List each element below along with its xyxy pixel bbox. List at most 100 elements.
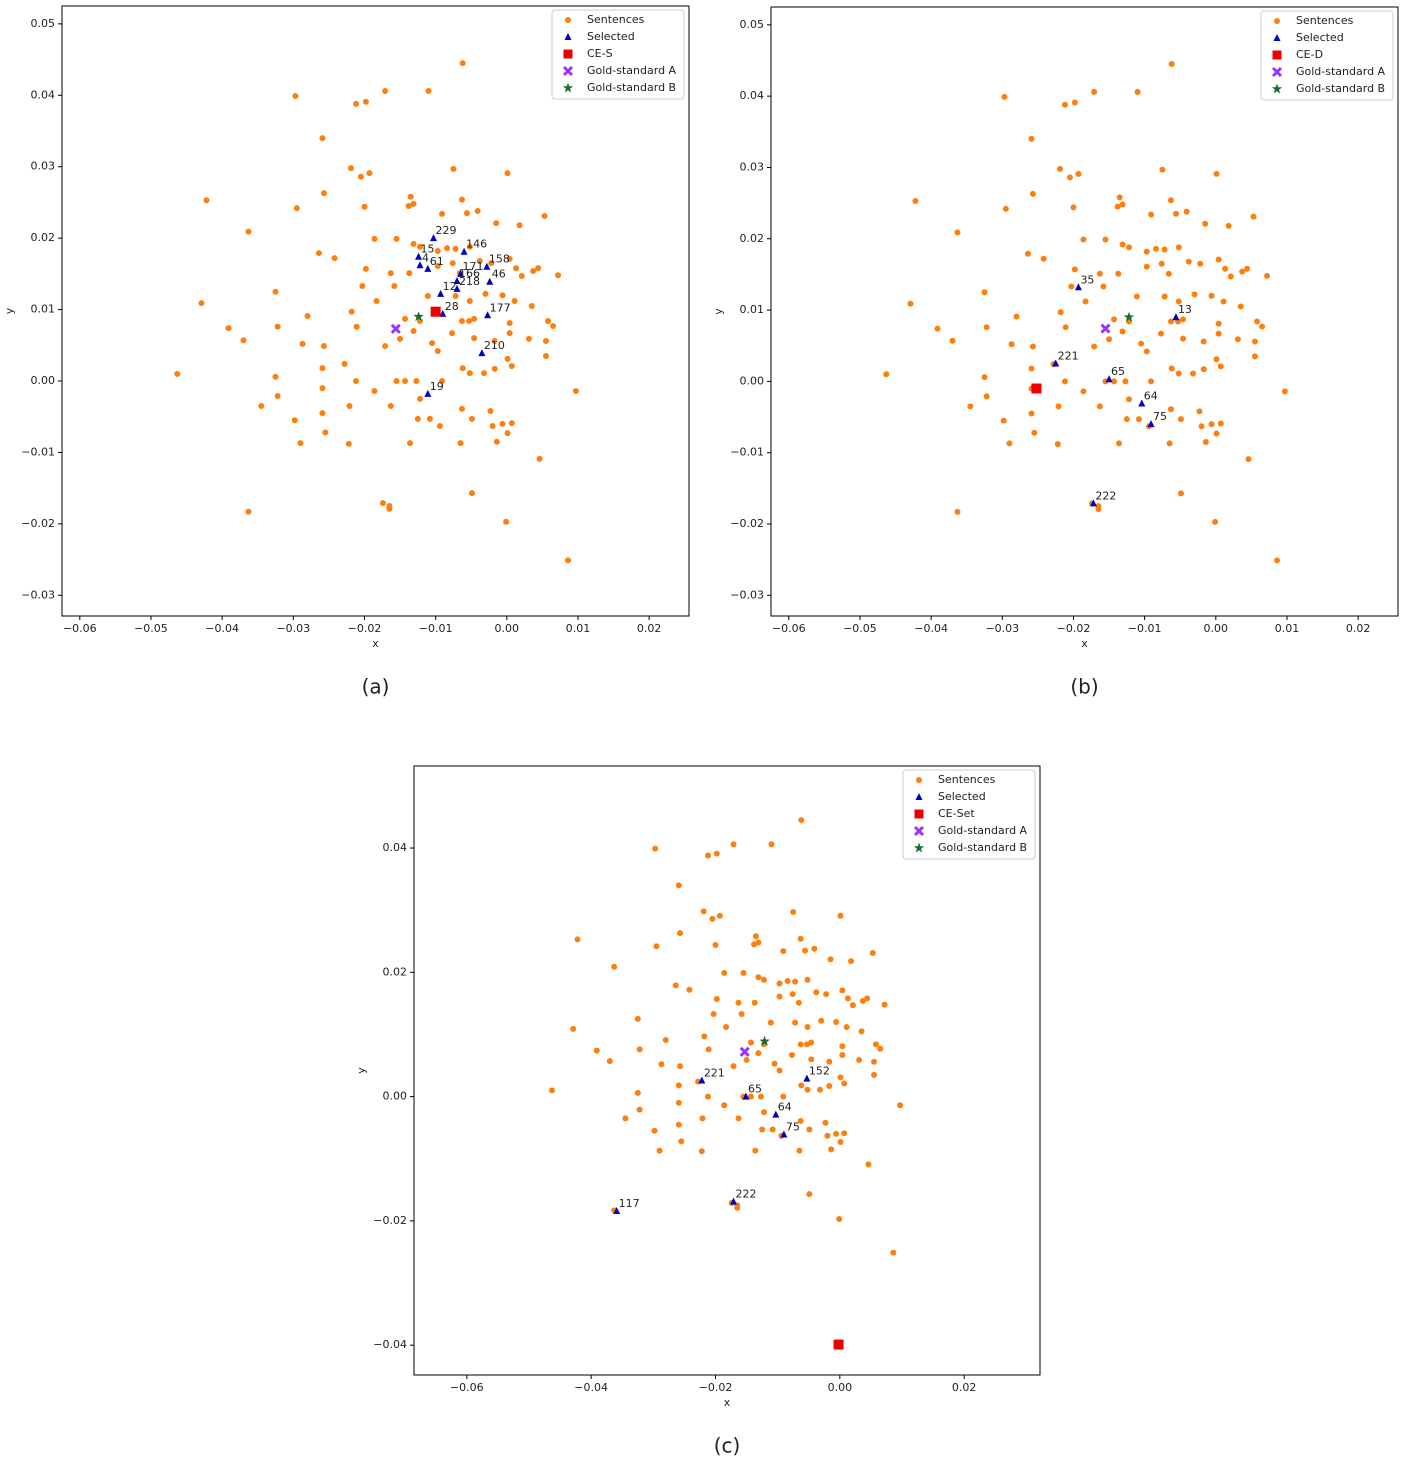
ce-point [833,1339,844,1350]
sentence-point [1071,99,1078,106]
sentence-point [1244,265,1251,272]
x-tick-label: 0.00 [1204,622,1229,635]
sentence-point [827,956,834,963]
legend-label: CE-D [1296,48,1323,61]
sentence-point [797,935,804,942]
y-tick-label: −0.04 [373,1338,407,1351]
point-label: 166 [459,267,480,280]
sentence-point [1177,490,1184,497]
x-axis-label: x [724,1396,731,1409]
sentence-point [425,88,432,94]
sentence-point [713,996,720,1003]
sentence-point [489,423,496,429]
x-tick-label: 0.01 [1275,622,1300,635]
sentence-point [466,298,473,304]
sentence-point [471,335,478,342]
sentence-point [656,1147,663,1154]
y-tick-label: 0.02 [383,965,408,978]
gold-a-point [390,323,401,334]
x-tick-label: −0.02 [348,622,382,635]
sentence-point [740,969,747,976]
sentence-point [174,370,181,377]
sentence-point [1119,328,1126,335]
x-tick-label: 0.02 [637,622,662,635]
point-label: 229 [436,224,457,237]
point-label: 61 [430,255,444,268]
sentence-point [1180,316,1187,323]
point-label: 152 [809,1065,830,1078]
sentence-point [949,337,956,344]
sentence-point [468,415,475,422]
sentence-point [297,440,304,447]
selected-point [1089,499,1097,507]
point-label: 65 [748,1083,762,1096]
sentence-point [458,196,465,203]
sentence-point [315,250,322,257]
sentence-point [1028,410,1035,417]
selected-point [803,1074,811,1082]
sentence-point [1175,244,1182,251]
sentence-point [1251,338,1258,345]
sentence-point [1167,197,1174,204]
legend-label: Sentences [587,13,645,26]
sentence-point [752,1147,759,1154]
sentence-point [518,273,525,279]
sentence-point [1075,170,1082,177]
sentence-point [981,374,988,381]
sentence-point [516,222,523,229]
sentence-point [410,240,417,247]
sentence-point [348,308,355,315]
sentence-point [508,363,515,369]
x-tick-label: −0.04 [574,1381,608,1394]
sentence-point [436,423,443,429]
sentence-point [789,991,796,998]
sentence-point [416,243,423,250]
point-label: 12 [443,280,457,293]
sentence-point [476,258,483,264]
sentence-point [525,335,532,342]
legend-box [551,9,685,100]
selected-point [1105,375,1113,383]
sentence-point [506,255,513,262]
legend-label: Gold-standard B [587,81,676,94]
sentence-point [304,313,311,319]
sentence-point [452,293,459,299]
point-label: 177 [490,301,511,314]
sentence-point [1212,518,1219,525]
sentence-point [658,1061,665,1068]
point-label: 221 [704,1066,725,1079]
legend-marker [562,82,574,93]
sentence-point [426,415,433,422]
legend-marker [915,793,923,800]
sentence-point [837,1074,844,1081]
sentence-point [1138,340,1145,347]
sentence-point [362,98,369,105]
sentence-point [402,315,409,322]
sentence-point [836,1216,843,1223]
sentence-point [675,882,682,889]
y-tick-label: −0.03 [730,588,764,601]
x-tick-label: −0.06 [63,622,97,635]
y-axis-label: y [355,1067,368,1074]
sentence-point [859,997,866,1004]
selected-point [486,277,494,285]
sentence-point [751,999,758,1006]
sentence-point [382,343,389,349]
sentence-point [320,343,327,349]
selected-point [415,252,423,260]
sentence-point [712,941,719,948]
sentence-point [662,1037,669,1044]
sentence-point [1217,420,1224,427]
sentence-point [1061,101,1068,108]
point-label: 171 [463,260,484,273]
y-tick-label: −0.01 [21,445,55,458]
sentence-point [1168,61,1175,68]
sentence-point [511,298,518,304]
sentence-point [1001,93,1008,100]
sentence-point [1274,557,1281,564]
sentence-point [1158,260,1165,267]
x-tick-label: 0.00 [495,622,520,635]
sentence-point [1227,273,1234,280]
sentence-point [826,1058,833,1065]
sentence-point [881,1001,888,1008]
